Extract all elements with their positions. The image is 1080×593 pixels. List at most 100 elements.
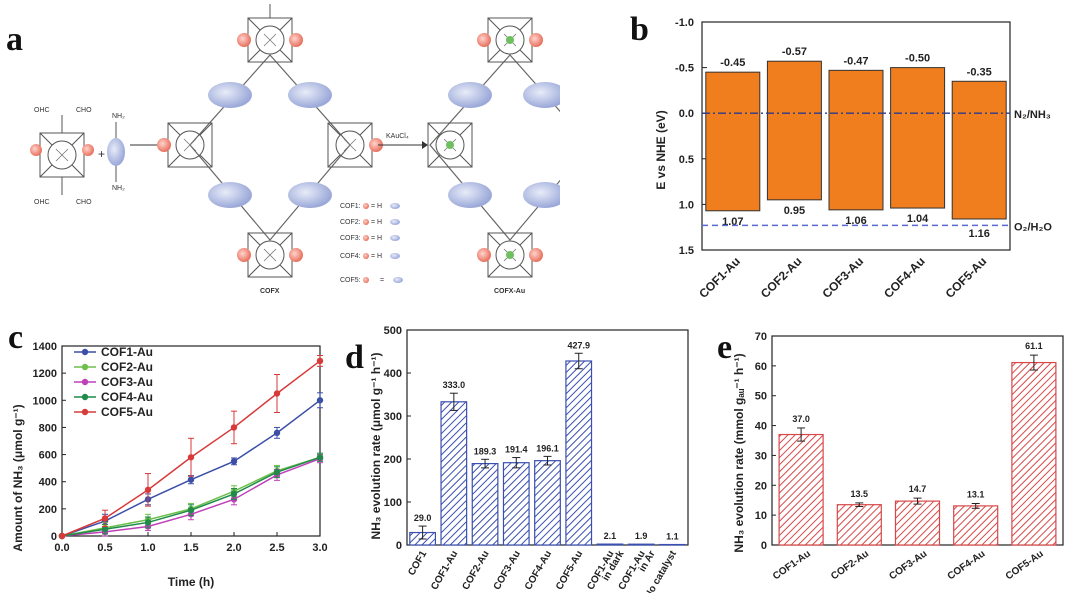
y-tick-label: 20 xyxy=(755,480,767,492)
x-tick-label: COF1-Au xyxy=(696,254,743,300)
legend-row-eq: = H xyxy=(371,203,382,210)
data-point xyxy=(316,454,324,461)
x-tick-label: COF5-Au xyxy=(554,549,585,592)
legend-marker xyxy=(81,348,89,356)
legend-marker xyxy=(81,378,89,386)
value-label: 13.1 xyxy=(967,489,985,499)
data-point xyxy=(316,397,324,404)
y-tick-label: 1200 xyxy=(33,368,57,380)
x-tick-label: COF3-Au xyxy=(492,549,523,592)
x-tick-label: COF5-Au xyxy=(943,254,990,300)
bar xyxy=(836,504,882,546)
bar xyxy=(565,360,593,546)
legend-label: COF2-Au xyxy=(101,360,153,374)
monomer-label: OHC xyxy=(34,199,50,206)
y-axis-label: NH₃ evolution rate (μmol g⁻¹ h⁻¹) xyxy=(369,353,383,540)
reference-line-label: O₂/H₂O xyxy=(1014,221,1052,233)
data-point xyxy=(316,357,324,365)
x-tick-label: COF1-Au xyxy=(429,549,460,592)
y-axis-label: Amount of NH₃ (μmol g⁻¹) xyxy=(11,404,25,551)
bar xyxy=(778,433,824,546)
y-tick-label: 40 xyxy=(755,421,767,433)
value-label: 427.9 xyxy=(567,340,590,350)
bar xyxy=(440,401,468,546)
bar xyxy=(705,71,761,212)
data-point xyxy=(187,507,195,514)
y-axis-label: NH₃ evolution rate (mmol gₐᵤ⁻¹ h⁻¹) xyxy=(732,353,746,552)
top-value-label: -0.57 xyxy=(782,46,807,58)
data-point xyxy=(144,519,152,526)
value-label: 191.4 xyxy=(505,445,528,455)
reagent-label: KAuCl₄ xyxy=(386,133,409,140)
panel-a-schematic: a OHC CHO OHC CHO + NH₂ NH₂ xyxy=(6,4,560,295)
x-tick-label: 1.0 xyxy=(140,542,155,554)
y-tick-label: 50 xyxy=(755,391,767,403)
metalation-arrow xyxy=(378,141,428,149)
y-tick-label: 60 xyxy=(755,361,767,373)
bar xyxy=(596,543,624,546)
y-axis-label: E vs NHE (eV) xyxy=(654,110,668,189)
monomer-label: CHO xyxy=(76,107,92,114)
data-point xyxy=(230,458,238,465)
y-tick-label: 200 xyxy=(39,504,57,516)
x-tick-label: COF3-Au xyxy=(819,254,866,300)
plot-frame xyxy=(701,21,1011,251)
cofx-framework xyxy=(157,4,383,278)
legend-row-eq: = xyxy=(380,277,384,284)
legend-row-name: COF1: xyxy=(340,203,361,210)
y-tick-label: 1.5 xyxy=(679,245,694,257)
bottom-value-label: 1.06 xyxy=(845,215,866,227)
cofx-au-label: COFX-Au xyxy=(494,288,525,295)
value-label: 14.7 xyxy=(909,484,927,494)
value-label: 189.3 xyxy=(474,446,497,456)
legend-label: COF3-Au xyxy=(101,375,153,389)
data-point xyxy=(273,390,281,397)
legend-row-name: COF2: xyxy=(340,219,361,226)
x-axis-label: Time (h) xyxy=(168,575,214,589)
y-tick-label: 500 xyxy=(384,325,402,337)
bar xyxy=(766,60,822,201)
panel-d-chart: d NH₃ evolution rate (μmol g⁻¹ h⁻¹) 0 100… xyxy=(345,325,689,593)
y-tick-label: 0 xyxy=(51,531,57,543)
panel-e-label: e xyxy=(717,329,732,366)
bar xyxy=(502,462,530,546)
data-point xyxy=(58,532,66,540)
legend-marker xyxy=(81,363,89,371)
data-point xyxy=(144,486,152,494)
x-tick-label: COF2-Au xyxy=(758,254,805,300)
panel-c-chart: c Amount of NH₃ (μmol g⁻¹) Time (h) 0 200… xyxy=(8,319,328,589)
value-label: 37.0 xyxy=(792,414,810,424)
y-tick-label: 600 xyxy=(39,450,57,462)
bottom-value-label: 0.95 xyxy=(784,205,805,217)
top-value-label: -0.45 xyxy=(720,57,745,69)
data-point xyxy=(273,469,281,476)
monomer-label: NH₂ xyxy=(112,185,125,192)
bottom-value-label: 1.04 xyxy=(907,213,929,225)
top-value-label: -0.47 xyxy=(843,55,868,67)
bar xyxy=(890,67,946,209)
bar xyxy=(828,69,884,211)
diamine-monomer: NH₂ NH₂ xyxy=(107,113,125,192)
bottom-value-label: 1.16 xyxy=(968,228,989,240)
bar xyxy=(534,460,561,546)
legend-row-name: COF5: xyxy=(340,277,361,284)
data-point xyxy=(101,515,109,522)
x-tick-label: COF1 xyxy=(406,549,429,578)
y-tick-label: 400 xyxy=(384,368,402,380)
svg-text:+: + xyxy=(98,147,105,161)
legend-marker xyxy=(81,408,89,416)
bar xyxy=(471,463,499,546)
x-tick-label: 2.5 xyxy=(269,542,284,554)
x-tick-label: COF4-Au xyxy=(881,254,928,300)
value-label: 1.9 xyxy=(635,531,648,541)
y-tick-label: -1.0 xyxy=(675,17,694,29)
bar xyxy=(1011,361,1057,546)
y-tick-label: 0 xyxy=(396,540,402,552)
legend-label: COF4-Au xyxy=(101,390,153,404)
x-tick-label: 0.5 xyxy=(97,542,112,554)
bar xyxy=(953,505,999,546)
bar xyxy=(894,500,941,546)
y-tick-label: 1400 xyxy=(33,341,57,353)
x-tick-label: COF3-Au xyxy=(887,548,929,582)
panel-d-label: d xyxy=(345,339,364,376)
